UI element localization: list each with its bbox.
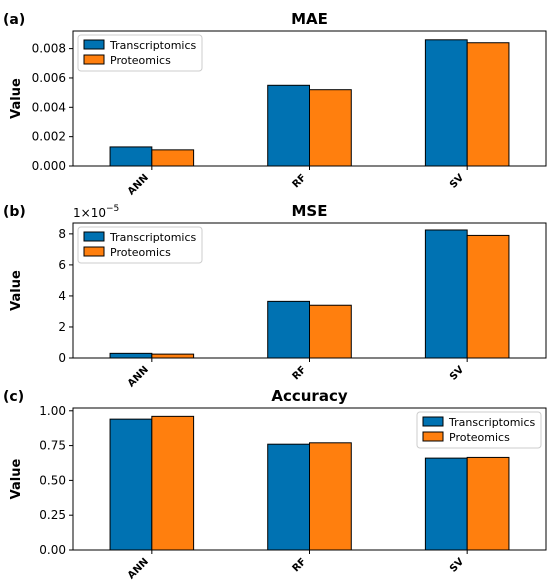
- bar-transcriptomics-sv: [424, 457, 468, 551]
- bar-transcriptomics-ann: [109, 146, 153, 167]
- x-tick-label: SV: [448, 556, 467, 575]
- legend-label-transcriptomics: Transcriptomics: [109, 231, 197, 244]
- y-tick-label: 0.002: [32, 130, 66, 144]
- legend-swatch-transcriptomics: [422, 416, 444, 427]
- y-tick-label: 0.000: [32, 159, 66, 173]
- bar-proteomics-rf: [309, 304, 352, 359]
- bar-transcriptomics-rf: [267, 443, 310, 551]
- chart-title: MSE: [292, 202, 328, 220]
- y-tick-label: 0.75: [39, 439, 66, 453]
- plot-frame: [72, 222, 547, 359]
- panel-label: (b): [3, 204, 26, 220]
- y-tick-label: 0.004: [32, 100, 66, 114]
- legend-box: [416, 411, 542, 449]
- legend-swatch-proteomics: [422, 431, 444, 442]
- plot-frame: [72, 30, 547, 167]
- bar-transcriptomics-rf: [267, 84, 310, 167]
- y-axis-label: Value: [9, 78, 24, 119]
- legend-swatch-transcriptomics: [83, 231, 105, 242]
- bar-transcriptomics-ann: [109, 352, 153, 359]
- panel-label: (a): [3, 12, 25, 28]
- y-tick-label: 0.50: [39, 473, 66, 487]
- y-tick-label: 0.008: [32, 42, 66, 56]
- y-tick-label: 0: [58, 351, 66, 365]
- y-tick-label: 1.00: [39, 404, 66, 418]
- y-tick-label: 2: [58, 320, 66, 334]
- legend-swatch-transcriptomics: [83, 39, 105, 50]
- legend-label-transcriptomics: Transcriptomics: [109, 39, 197, 52]
- plot-frame: [72, 407, 547, 551]
- bar-transcriptomics-sv: [424, 229, 468, 359]
- x-tick-label: SV: [448, 364, 467, 383]
- chart-title: MAE: [291, 10, 328, 28]
- legend: Transcriptomics Proteomics: [77, 34, 203, 72]
- y-tick-label: 4: [58, 289, 66, 303]
- legend-label-proteomics: Proteomics: [449, 431, 510, 444]
- legend: Transcriptomics Proteomics: [77, 226, 203, 264]
- x-tick-label: ANN: [126, 556, 151, 581]
- bar-proteomics-ann: [151, 415, 195, 551]
- legend: Transcriptomics Proteomics: [416, 411, 542, 449]
- y-tick-label: 0.00: [39, 543, 66, 557]
- bar-transcriptomics-rf: [267, 300, 310, 359]
- x-tick-label: ANN: [126, 172, 151, 197]
- bar-proteomics-sv: [466, 42, 510, 167]
- x-tick-label: ANN: [126, 364, 151, 389]
- legend-swatch-proteomics: [83, 54, 105, 65]
- y-axis-label: Value: [9, 270, 24, 311]
- x-tick-label: RF: [291, 364, 309, 382]
- y-tick-label: 0.25: [39, 508, 66, 522]
- y-tick-label: 0.006: [32, 71, 66, 85]
- x-tick-label: RF: [291, 172, 309, 190]
- bar-proteomics-sv: [466, 456, 510, 551]
- legend-swatch-proteomics: [83, 246, 105, 257]
- legend-box: [77, 34, 203, 72]
- bar-proteomics-sv: [466, 234, 510, 359]
- bar-transcriptomics-sv: [424, 39, 468, 167]
- chart-panel-mae: (a) MAE Value ANN RF SV 0.000 0.002 0.004 0.006 0.…: [3, 10, 547, 197]
- y-tick-label: 6: [58, 258, 66, 272]
- x-tick-label: RF: [291, 556, 309, 574]
- bar-proteomics-ann: [151, 149, 195, 167]
- chart-panel-accuracy: (c) Accuracy Value ANN RF SV 0.00 0.25 0.50 0.75 1…: [3, 387, 547, 581]
- bar-transcriptomics-ann: [109, 418, 153, 551]
- bar-proteomics-ann: [151, 353, 195, 359]
- bar-proteomics-rf: [309, 442, 352, 551]
- x-tick-label: SV: [448, 172, 467, 191]
- chart-title: Accuracy: [271, 387, 347, 405]
- axis-exponent-label: 1×10−5: [73, 204, 119, 220]
- legend-label-proteomics: Proteomics: [110, 246, 171, 259]
- panel-label: (c): [3, 389, 24, 405]
- legend-box: [77, 226, 203, 264]
- legend-label-proteomics: Proteomics: [110, 54, 171, 67]
- y-tick-label: 8: [58, 227, 66, 241]
- chart-panel-mse: (b) MSE 1×10−5 Value ANN RF SV 0 2 4 6 8 Transcripto…: [3, 202, 547, 389]
- y-axis-label: Value: [9, 458, 24, 499]
- bar-proteomics-rf: [309, 89, 352, 167]
- legend-label-transcriptomics: Transcriptomics: [448, 416, 536, 429]
